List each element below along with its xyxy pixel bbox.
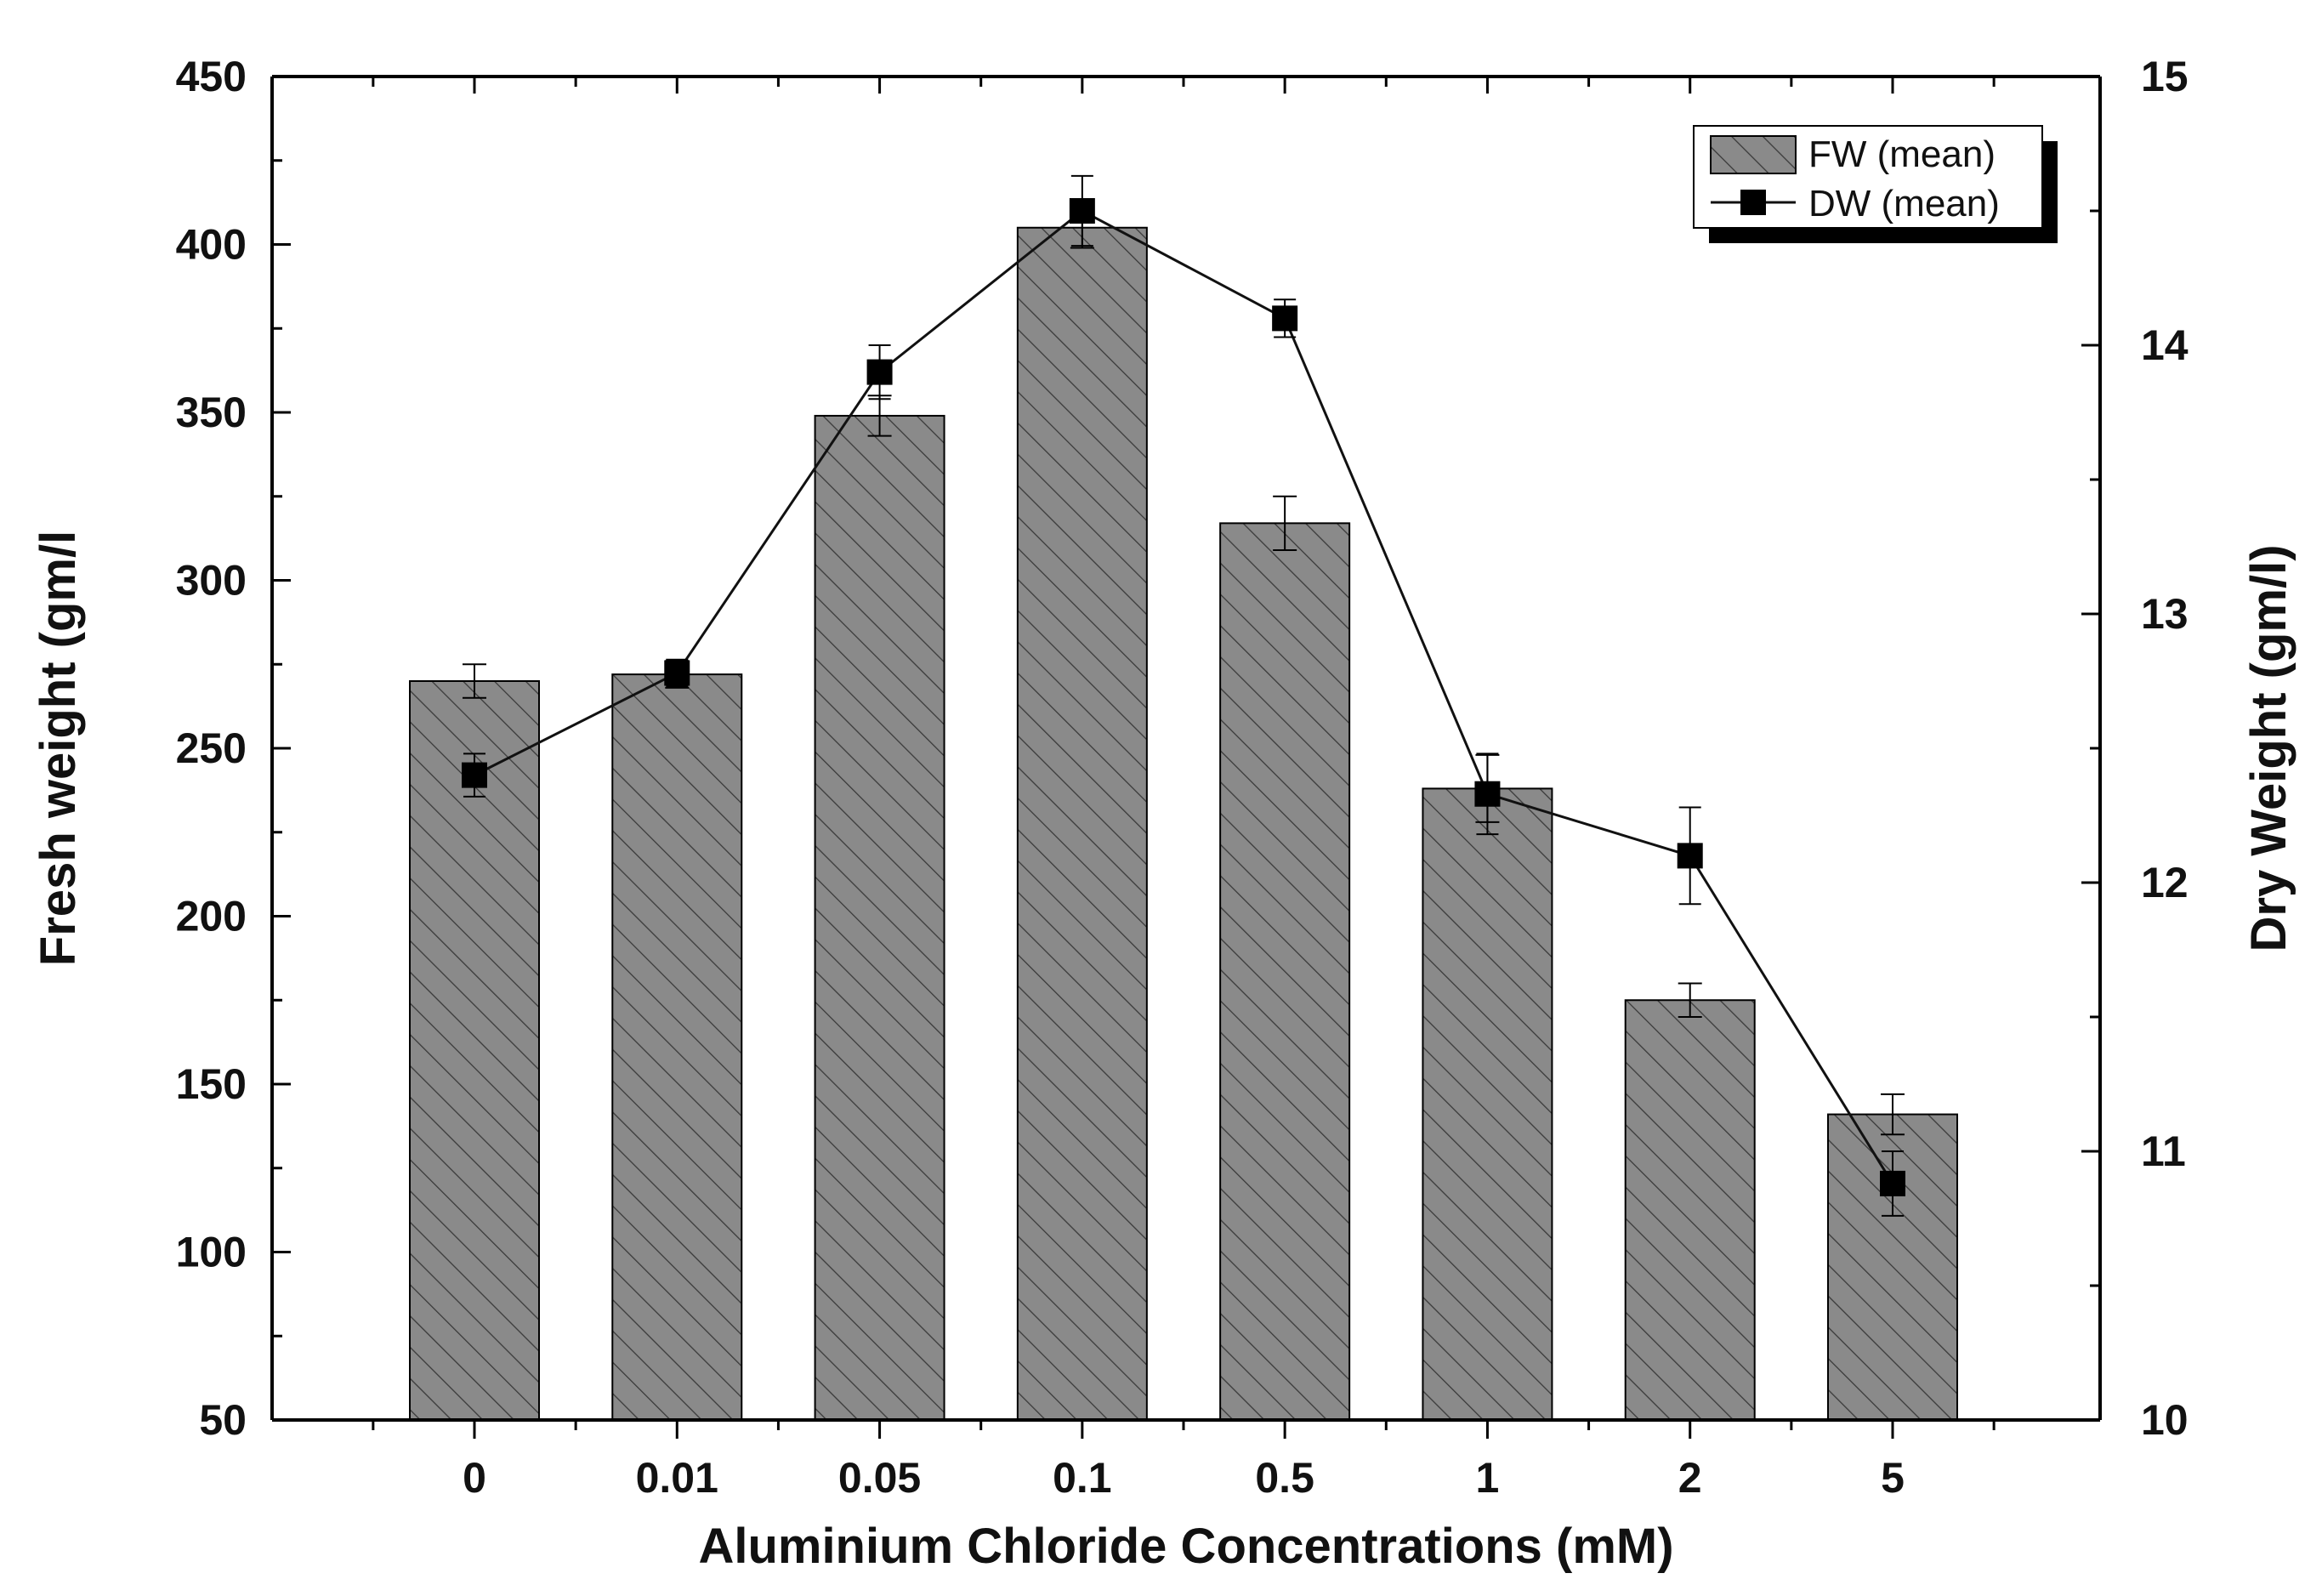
bar-fw [409,680,540,1421]
line-dw [474,209,1894,1184]
y-tick-label-left: 350 [176,389,247,436]
legend-swatch-fw [1710,135,1797,174]
legend-label-fw: FW (mean) [1808,133,1996,175]
y-tick-label-left: 150 [176,1060,247,1108]
y-tick-label-right: 13 [2141,590,2189,638]
y-tick-label-left: 450 [176,53,247,100]
y-tick-label-left: 50 [199,1396,247,1444]
point-dw [1677,843,1703,869]
point-dw [866,359,893,385]
bar-fw [1422,787,1553,1421]
y-tick-label-right: 10 [2141,1396,2189,1444]
bar-fw [1624,999,1756,1421]
point-dw [462,762,487,788]
y-axis-title-left: Fresh weight (gm/l [31,531,86,966]
point-dw [1474,781,1501,807]
x-tick-label: 0 [463,1454,486,1502]
bar-fw [1219,522,1351,1421]
y-tick-label-left: 250 [176,724,247,772]
bar-fw [611,673,743,1421]
x-tick-label: 0.05 [838,1454,921,1502]
bar-fw [1016,226,1148,1421]
y-tick-label-left: 100 [176,1229,247,1276]
y-tick-label-right: 11 [2141,1127,2186,1175]
y-tick-label-left: 300 [176,557,247,605]
y-tick-label-left: 400 [176,221,247,269]
y-tick-label-left: 200 [176,893,247,940]
legend-marker-dw [1740,190,1766,215]
x-tick-label: 1 [1476,1454,1500,1502]
point-dw [1272,305,1298,332]
x-tick-label: 0.5 [1255,1454,1314,1502]
point-dw [1069,198,1095,224]
y-axis-title-right: Dry Weight (gm/l) [2241,544,2296,951]
x-tick-label: 0.01 [636,1454,718,1502]
y-tick-label-right: 14 [2141,321,2189,369]
legend-label-dw: DW (mean) [1808,183,2000,224]
x-tick-label: 2 [1678,1454,1702,1502]
x-axis-title: Aluminium Chloride Concentrations (mM) [698,1519,1673,1574]
point-dw [1880,1170,1905,1196]
x-tick-label: 0.1 [1053,1454,1112,1502]
y-tick-label-right: 12 [2141,859,2189,906]
y-tick-label-right: 15 [2141,53,2189,100]
x-tick-label: 5 [1881,1454,1905,1502]
bar-fw [814,414,945,1422]
point-dw [664,660,690,686]
